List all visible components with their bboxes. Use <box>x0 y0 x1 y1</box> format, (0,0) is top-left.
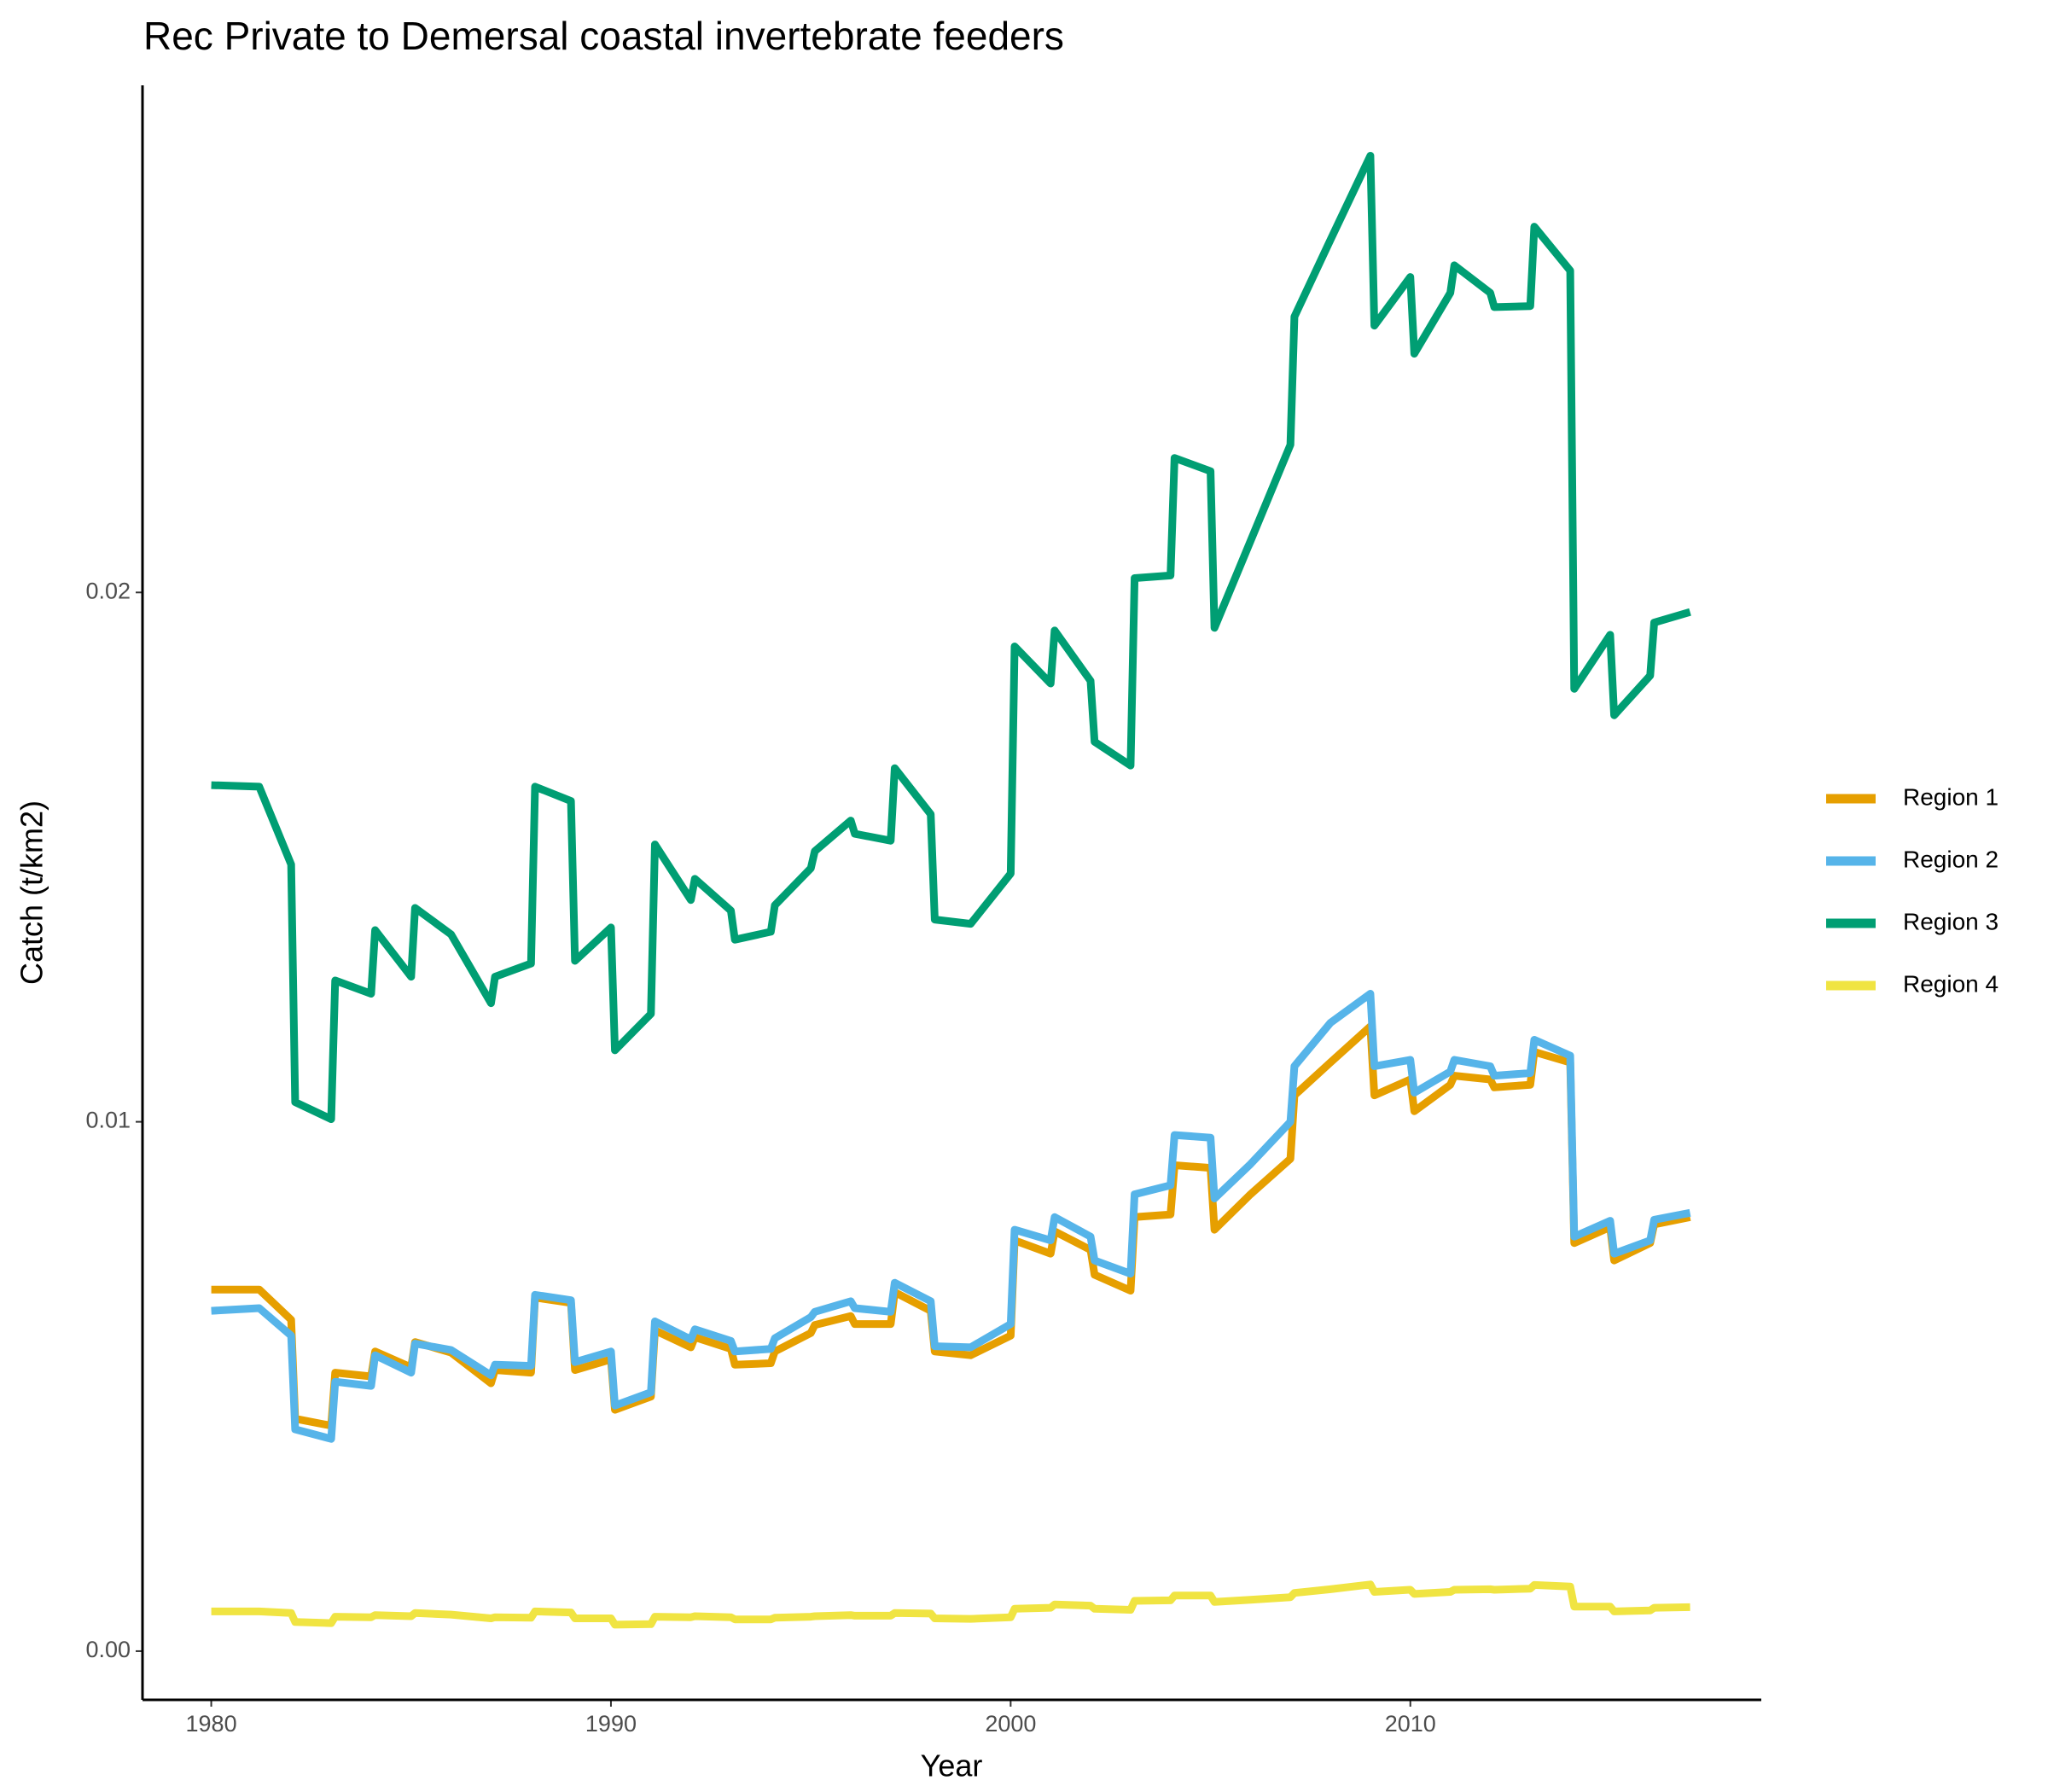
x-tick-label: 1990 <box>585 1711 637 1737</box>
series-line <box>211 990 1691 1443</box>
legend-label: Region 4 <box>1903 970 1999 997</box>
series-line <box>211 152 1691 1123</box>
legend-label: Region 1 <box>1903 783 1999 810</box>
y-tick-label: 0.02 <box>85 578 131 603</box>
x-tick-label: 2000 <box>985 1711 1036 1737</box>
chart-title: Rec Private to Demersal coastal inverteb… <box>143 14 1064 58</box>
x-axis-title: Year <box>921 1748 983 1783</box>
y-tick-label: 0.00 <box>85 1637 131 1662</box>
y-axis-title: Catch (t/km2) <box>15 800 49 985</box>
legend-label: Region 3 <box>1903 908 1999 934</box>
y-tick-label: 0.01 <box>85 1108 131 1133</box>
series-line <box>211 1580 1690 1629</box>
legend-label: Region 2 <box>1903 846 1999 872</box>
x-tick-label: 1980 <box>186 1711 237 1737</box>
x-tick-label: 2010 <box>1385 1711 1436 1737</box>
